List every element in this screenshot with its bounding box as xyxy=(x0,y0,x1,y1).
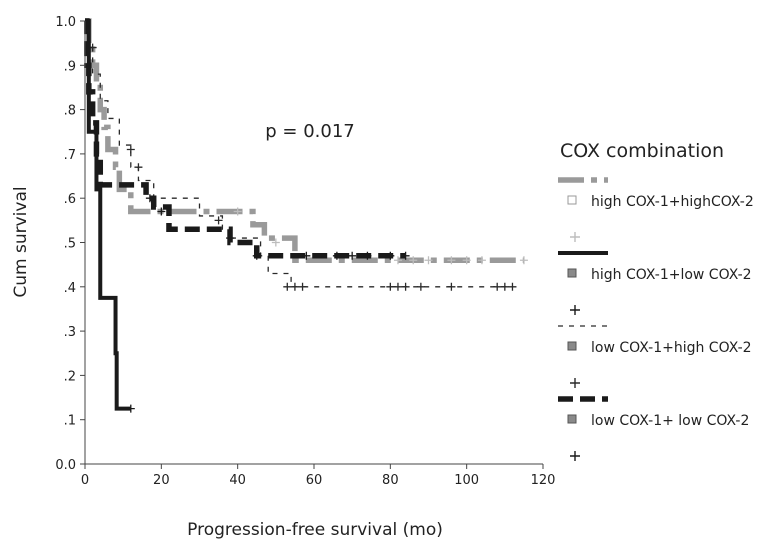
censor-mark xyxy=(417,283,425,291)
censor-mark xyxy=(508,283,516,291)
legend-box-marker xyxy=(568,415,576,423)
censor-mark xyxy=(447,283,455,291)
legend-box-marker xyxy=(568,269,576,277)
series-2 xyxy=(85,21,135,413)
legend-censor-marker xyxy=(570,305,580,315)
legend-label: high COX-1+highCOX-2 xyxy=(591,194,754,210)
x-axis-title: Progression-free survival (mo) xyxy=(187,520,443,540)
censor-mark xyxy=(253,252,261,260)
y-tick-label: .9 xyxy=(64,59,76,74)
censor-mark xyxy=(478,256,486,264)
series-3 xyxy=(85,21,516,291)
y-tick-label: .1 xyxy=(64,414,76,429)
y-tick-label: 0.0 xyxy=(55,458,76,473)
legend-censor-marker xyxy=(570,378,580,388)
p-value-annotation: p = 0.017 xyxy=(265,121,354,142)
series-4 xyxy=(85,21,410,260)
censor-mark xyxy=(501,283,509,291)
legend-entry: low COX-1+high COX-2 xyxy=(558,326,752,388)
censor-mark xyxy=(291,283,299,291)
censor-mark xyxy=(394,283,402,291)
series-line xyxy=(85,21,406,256)
legend-censor-marker xyxy=(570,232,580,242)
censor-mark xyxy=(447,256,455,264)
legend-entry: high COX-1+highCOX-2 xyxy=(558,180,754,242)
y-tick-label: 1.0 xyxy=(55,15,76,30)
y-tick-label: .4 xyxy=(64,281,76,296)
series-line xyxy=(85,21,131,409)
x-tick-label: 80 xyxy=(382,473,399,488)
y-axis-title: Cum survival xyxy=(11,186,31,297)
y-tick-label: .8 xyxy=(64,104,76,119)
x-tick-label: 120 xyxy=(531,473,556,488)
x-tick-label: 20 xyxy=(153,473,170,488)
series-line xyxy=(85,21,512,287)
censor-mark xyxy=(127,405,135,413)
censor-mark xyxy=(520,256,528,264)
censor-mark xyxy=(283,283,291,291)
legend-entry: high COX-1+low COX-2 xyxy=(558,253,752,315)
censor-mark xyxy=(134,163,142,171)
legend-box-marker xyxy=(568,342,576,350)
y-tick-label: .5 xyxy=(64,237,76,252)
censor-mark xyxy=(493,283,501,291)
legend-title: COX combination xyxy=(560,140,724,162)
censor-mark xyxy=(425,256,433,264)
series-1 xyxy=(85,21,528,264)
y-tick-label: .3 xyxy=(64,325,76,340)
censor-mark xyxy=(402,283,410,291)
legend-label: low COX-1+high COX-2 xyxy=(591,340,752,356)
legend-entry: low COX-1+ low COX-2 xyxy=(558,399,749,461)
legend: high COX-1+highCOX-2 high COX-1+low COX-2… xyxy=(558,180,754,461)
y-tick-label: .6 xyxy=(64,192,76,207)
legend-label: high COX-1+low COX-2 xyxy=(591,267,752,283)
legend-box-marker xyxy=(568,196,576,204)
legend-censor-marker xyxy=(570,451,580,461)
y-tick-label: .7 xyxy=(64,148,76,163)
censor-mark xyxy=(299,283,307,291)
y-tick-label: .2 xyxy=(64,369,76,384)
censor-mark xyxy=(463,256,471,264)
x-tick-label: 60 xyxy=(306,473,323,488)
x-tick-label: 40 xyxy=(229,473,246,488)
x-tick-label: 100 xyxy=(454,473,479,488)
axes: 0 20 40 60 80 100 120 0.0 .1 .2 .3 .4 .5 .6 .7 .8 .9 1.0 xyxy=(55,15,555,488)
censor-mark xyxy=(234,207,242,215)
censor-mark xyxy=(386,283,394,291)
censor-mark xyxy=(215,216,223,224)
plot-area xyxy=(85,21,528,413)
censor-mark xyxy=(127,145,135,153)
legend-label: low COX-1+ low COX-2 xyxy=(591,413,749,429)
censor-mark xyxy=(409,256,417,264)
x-tick-label: 0 xyxy=(81,473,89,488)
